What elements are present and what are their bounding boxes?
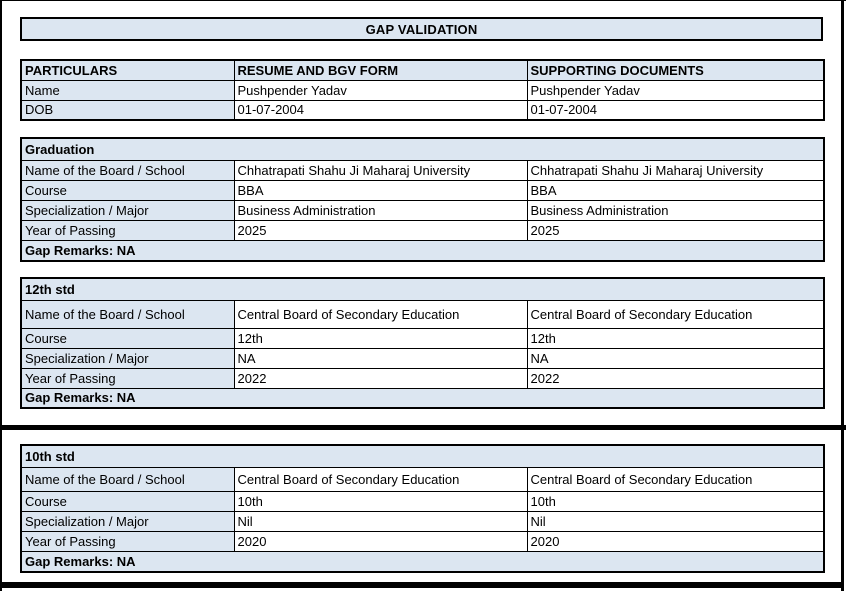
- resume-value: Pushpender Yadav: [233, 79, 528, 101]
- gap-remarks-row: Gap Remarks: NA: [20, 550, 825, 573]
- page-title: GAP VALIDATION: [20, 17, 823, 41]
- row-label: Year of Passing: [20, 530, 235, 552]
- column-header-resume-bgv: RESUME AND BGV FORM: [233, 59, 528, 81]
- table-row: Year of Passing 2025 2025: [20, 219, 825, 241]
- row-label: Course: [20, 490, 235, 512]
- summary-row-dob: DOB 01-07-2004 01-07-2004: [20, 99, 825, 121]
- section-title: 12th std: [20, 277, 825, 301]
- resume-value: BBA: [233, 179, 528, 201]
- page-border-right: [841, 0, 844, 591]
- row-label: Course: [20, 327, 235, 349]
- supporting-value: NA: [526, 347, 825, 369]
- resume-value: Chhatrapati Shahu Ji Maharaj University: [233, 159, 528, 181]
- supporting-value: Pushpender Yadav: [526, 79, 825, 101]
- resume-value: 2025: [233, 219, 528, 241]
- table-row: Course BBA BBA: [20, 179, 825, 201]
- table-row: Year of Passing 2020 2020: [20, 530, 825, 552]
- section-title: Graduation: [20, 137, 825, 161]
- row-label: Name of the Board / School: [20, 299, 235, 329]
- summary-table: PARTICULARS RESUME AND BGV FORM SUPPORTI…: [20, 59, 825, 121]
- resume-value: 01-07-2004: [233, 99, 528, 121]
- supporting-value: 10th: [526, 490, 825, 512]
- section-header-row: 12th std: [20, 277, 825, 301]
- resume-value: 2020: [233, 530, 528, 552]
- page-break-line: [0, 425, 846, 430]
- column-header-particulars: PARTICULARS: [20, 59, 235, 81]
- resume-value: 2022: [233, 367, 528, 389]
- row-label: Specialization / Major: [20, 347, 235, 369]
- supporting-value: 01-07-2004: [526, 99, 825, 121]
- row-label: Name of the Board / School: [20, 159, 235, 181]
- section-table-graduation: Graduation Name of the Board / School Ch…: [20, 137, 826, 262]
- table-row: Year of Passing 2022 2022: [20, 367, 825, 389]
- supporting-value: BBA: [526, 179, 825, 201]
- row-label: Year of Passing: [20, 219, 235, 241]
- table-row: Course 12th 12th: [20, 327, 825, 349]
- page-title-text: GAP VALIDATION: [365, 21, 478, 37]
- table-row: Name of the Board / School Chhatrapati S…: [20, 159, 825, 181]
- supporting-value: 12th: [526, 327, 825, 349]
- supporting-value: Nil: [526, 510, 825, 532]
- resume-value: Business Administration: [233, 199, 528, 221]
- row-label: Course: [20, 179, 235, 201]
- resume-value: 10th: [233, 490, 528, 512]
- table-row: Course 10th 10th: [20, 490, 825, 512]
- row-label: Specialization / Major: [20, 199, 235, 221]
- summary-row-name: Name Pushpender Yadav Pushpender Yadav: [20, 79, 825, 101]
- gap-remarks: Gap Remarks: NA: [20, 387, 825, 409]
- resume-value: Central Board of Secondary Education: [233, 466, 528, 492]
- resume-value: Nil: [233, 510, 528, 532]
- resume-value: 12th: [233, 327, 528, 349]
- row-label: Name: [20, 79, 235, 101]
- row-label: Name of the Board / School: [20, 466, 235, 492]
- resume-value: Central Board of Secondary Education: [233, 299, 528, 329]
- summary-header-row: PARTICULARS RESUME AND BGV FORM SUPPORTI…: [20, 59, 825, 81]
- gap-remarks: Gap Remarks: NA: [20, 239, 825, 262]
- page-border-top: [0, 0, 846, 1]
- supporting-value: 2025: [526, 219, 825, 241]
- gap-remarks-row: Gap Remarks: NA: [20, 239, 825, 262]
- row-label: Specialization / Major: [20, 510, 235, 532]
- supporting-value: 2020: [526, 530, 825, 552]
- supporting-value: 2022: [526, 367, 825, 389]
- gap-remarks: Gap Remarks: NA: [20, 550, 825, 573]
- table-row: Specialization / Major Nil Nil: [20, 510, 825, 532]
- table-row: Name of the Board / School Central Board…: [20, 299, 825, 329]
- table-row: Specialization / Major NA NA: [20, 347, 825, 369]
- table-row: Name of the Board / School Central Board…: [20, 466, 825, 492]
- gap-remarks-row: Gap Remarks: NA: [20, 387, 825, 409]
- page-border-left: [0, 0, 2, 591]
- column-header-supporting-docs: SUPPORTING DOCUMENTS: [526, 59, 825, 81]
- table-row: Specialization / Major Business Administ…: [20, 199, 825, 221]
- section-header-row: 10th std: [20, 444, 825, 468]
- section-table-10th-std: 10th std Name of the Board / School Cent…: [20, 444, 826, 573]
- section-header-row: Graduation: [20, 137, 825, 161]
- row-label: Year of Passing: [20, 367, 235, 389]
- supporting-value: Chhatrapati Shahu Ji Maharaj University: [526, 159, 825, 181]
- page-border-bottom: [0, 582, 843, 588]
- supporting-value: Central Board of Secondary Education: [526, 299, 825, 329]
- supporting-value: Central Board of Secondary Education: [526, 466, 825, 492]
- row-label: DOB: [20, 99, 235, 121]
- supporting-value: Business Administration: [526, 199, 825, 221]
- section-table-12th-std: 12th std Name of the Board / School Cent…: [20, 277, 826, 409]
- resume-value: NA: [233, 347, 528, 369]
- section-title: 10th std: [20, 444, 825, 468]
